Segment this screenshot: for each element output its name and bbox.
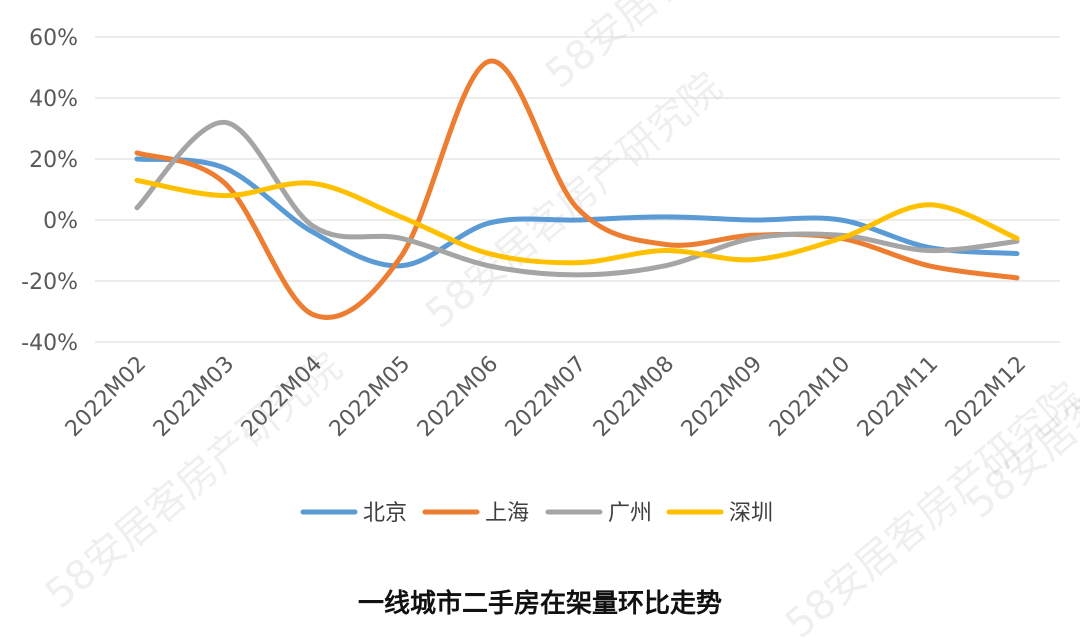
series-line-4 bbox=[134, 177, 1020, 266]
series-line-3 bbox=[134, 119, 1020, 278]
x-tick-label: 2022M06 bbox=[413, 352, 503, 442]
y-tick-label: -40% bbox=[21, 331, 78, 356]
x-axis-ticks: 2022M022022M032022M042022M052022M062022M… bbox=[61, 352, 1031, 442]
legend-label: 广州 bbox=[608, 501, 652, 526]
x-tick-label: 2022M08 bbox=[589, 352, 679, 442]
x-tick-label: 2022M09 bbox=[677, 352, 767, 442]
series-lines bbox=[134, 58, 1020, 320]
y-tick-label: 0% bbox=[43, 209, 78, 234]
legend-label: 上海 bbox=[485, 501, 529, 526]
x-tick-label: 2022M11 bbox=[853, 352, 943, 442]
legend: 北京 上海 广州 深圳 bbox=[300, 501, 773, 526]
legend-label: 深圳 bbox=[729, 501, 773, 526]
chart-title: 一线城市二手房在架量环比走势 bbox=[358, 588, 722, 619]
x-tick-label: 2022M10 bbox=[765, 352, 855, 442]
y-tick-label: 40% bbox=[29, 87, 78, 112]
x-tick-label: 2022M07 bbox=[501, 352, 591, 442]
legend-label: 北京 bbox=[363, 501, 407, 526]
y-tick-label: 20% bbox=[29, 148, 78, 173]
y-axis-ticks: 60% 40% 20% 0% -20% -40% bbox=[21, 26, 78, 356]
y-tick-label: -20% bbox=[21, 270, 78, 295]
watermark-layer: 58安居客房产研究院58安居客房产研究院58安居客房产研究院58安居客房产研究院… bbox=[37, 0, 1080, 638]
gridlines bbox=[95, 36, 1060, 343]
watermark-text: 58安居客房产研究院 bbox=[777, 374, 1080, 638]
x-tick-label: 2022M02 bbox=[61, 352, 151, 442]
y-tick-label: 60% bbox=[29, 26, 78, 51]
